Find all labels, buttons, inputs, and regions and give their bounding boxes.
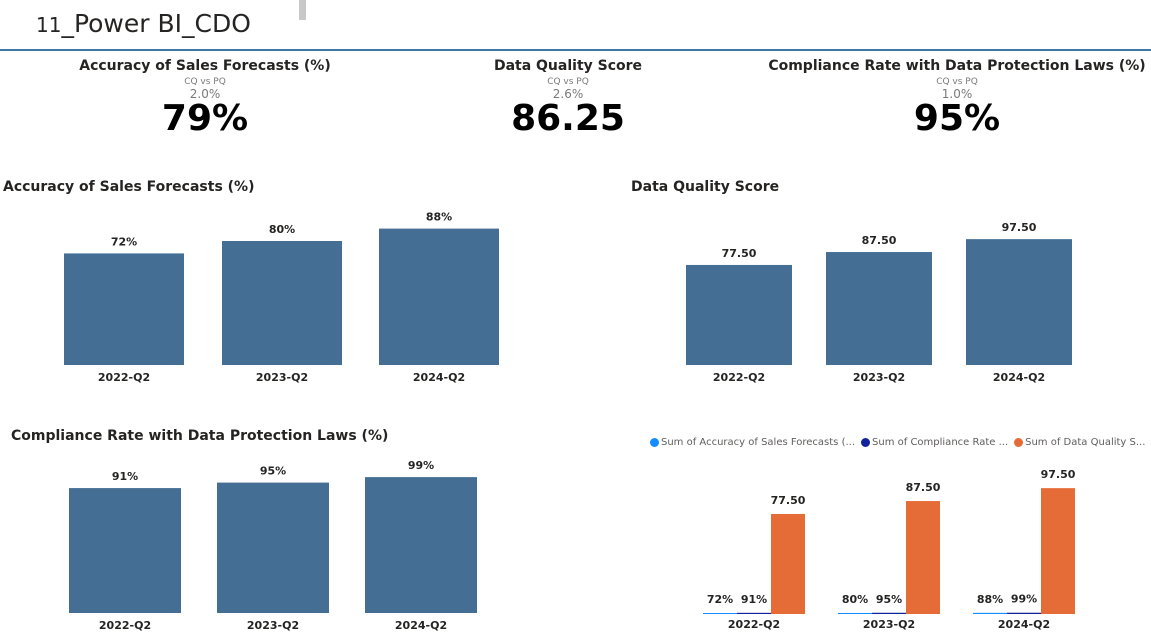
chart-title-compliance: Compliance Rate with Data Protection Law… <box>11 428 389 444</box>
data-label: 77.50 <box>722 247 757 260</box>
bar-2024-Q2-series-2[interactable] <box>1041 488 1075 614</box>
bar-2024-Q2-series-1[interactable] <box>1007 612 1041 614</box>
bar-2024-Q2[interactable] <box>365 477 477 613</box>
legend-label: Sum of Data Quality S... <box>1025 437 1146 448</box>
data-label: 95% <box>260 465 286 478</box>
data-label: 99% <box>1011 593 1037 606</box>
bar-2023-Q2-series-2[interactable] <box>906 501 940 614</box>
x-tick-label: 2023-Q2 <box>256 371 308 384</box>
x-tick-label: 2024-Q2 <box>413 371 465 384</box>
report-title: 11_Power BI_CDO <box>36 9 251 38</box>
bar-2022-Q2-series-2[interactable] <box>771 513 805 614</box>
data-label: 80% <box>842 593 868 606</box>
x-tick-label: 2023-Q2 <box>247 619 299 632</box>
data-label: 72% <box>111 235 137 248</box>
kpi-label: Accuracy of Sales Forecasts (%) <box>79 58 331 74</box>
scroll-thumb[interactable] <box>299 0 306 20</box>
data-label: 91% <box>741 593 767 606</box>
x-tick-label: 2023-Q2 <box>863 618 915 631</box>
data-label: 88% <box>426 211 452 224</box>
bar-2022-Q2[interactable] <box>69 488 181 613</box>
x-tick-label: 2024-Q2 <box>993 371 1045 384</box>
combined-chart-legend: Sum of Accuracy of Sales Forecasts (... … <box>650 437 1145 448</box>
kpi-comparison: CQ vs PQ <box>936 77 978 87</box>
x-tick-label: 2022-Q2 <box>713 371 765 384</box>
bar-2024-Q2[interactable] <box>379 228 499 365</box>
kpi-delta: 1.0% <box>941 87 973 101</box>
bar-2022-Q2[interactable] <box>686 264 792 365</box>
report-title-text: _Power BI_CDO <box>61 9 251 38</box>
kpi-delta: 2.0% <box>189 87 221 101</box>
compliance-bar-chart[interactable]: 91% 2022-Q2 95% 2023-Q2 99% 2024-Q2 <box>0 445 580 640</box>
data-label: 87.50 <box>906 481 941 494</box>
header-rule <box>0 49 1151 51</box>
bar-2023-Q2-series-0[interactable] <box>838 612 872 614</box>
x-tick-label: 2023-Q2 <box>853 371 905 384</box>
kpi-card-accuracy[interactable]: Accuracy of Sales Forecasts (%) CQ vs PQ… <box>15 58 395 137</box>
bar-2024-Q2[interactable] <box>966 239 1072 365</box>
data-label: 77.50 <box>771 494 806 507</box>
chart-title-data-quality: Data Quality Score <box>631 179 780 195</box>
accuracy-bar-chart[interactable]: 72% 2022-Q2 80% 2023-Q2 88% 2024-Q2 <box>0 195 580 395</box>
kpi-card-data-quality[interactable]: Data Quality Score CQ vs PQ 2.6% 86.25 <box>378 58 758 137</box>
kpi-card-compliance[interactable]: Compliance Rate with Data Protection Law… <box>767 58 1147 137</box>
legend-label: Sum of Accuracy of Sales Forecasts (... <box>661 437 856 448</box>
x-tick-label: 2024-Q2 <box>395 619 447 632</box>
data-label: 72% <box>707 593 733 606</box>
legend-label: Sum of Compliance Rate ... <box>872 437 1009 448</box>
legend-dot-icon <box>1014 438 1024 447</box>
data-label: 87.50 <box>862 234 897 247</box>
x-tick-label: 2022-Q2 <box>98 371 150 384</box>
data-label: 95% <box>876 593 902 606</box>
bar-2022-Q2[interactable] <box>64 253 184 365</box>
legend-item-data-quality[interactable]: Sum of Data Quality S... <box>1014 437 1145 448</box>
bar-2023-Q2[interactable] <box>222 241 342 365</box>
kpi-delta: 2.6% <box>552 87 584 101</box>
bar-2024-Q2-series-0[interactable] <box>973 612 1007 614</box>
data-label: 97.50 <box>1002 221 1037 234</box>
kpi-value: 86.25 <box>511 98 625 139</box>
bar-2023-Q2-series-1[interactable] <box>872 612 906 614</box>
data-label: 97.50 <box>1041 468 1076 481</box>
kpi-comparison: CQ vs PQ <box>184 77 226 87</box>
bar-2022-Q2-series-0[interactable] <box>703 613 737 614</box>
kpi-comparison: CQ vs PQ <box>547 77 589 87</box>
combined-clustered-bar-chart[interactable]: 72% 91% 77.50 2022-Q2 80% 95% 87.50 2023-Q2 88% 9… <box>620 450 1140 640</box>
data-label: 99% <box>408 459 434 472</box>
chart-title-accuracy: Accuracy of Sales Forecasts (%) <box>3 179 255 195</box>
kpi-label: Compliance Rate with Data Protection Law… <box>768 58 1146 74</box>
kpi-value: 95% <box>913 98 1001 139</box>
data-label: 91% <box>112 470 138 483</box>
legend-dot-icon <box>650 438 659 447</box>
legend-dot-icon <box>861 438 871 447</box>
bar-2022-Q2-series-1[interactable] <box>737 612 771 614</box>
kpi-value: 79% <box>161 98 249 139</box>
data-label: 88% <box>977 593 1003 606</box>
kpi-label: Data Quality Score <box>493 58 643 74</box>
x-tick-label: 2024-Q2 <box>998 618 1050 631</box>
data-quality-bar-chart[interactable]: 77.50 2022-Q2 87.50 2023-Q2 97.50 2024-Q2 <box>620 195 1140 395</box>
report-title-number: 11 <box>36 13 62 37</box>
data-label: 80% <box>269 223 295 236</box>
x-tick-label: 2022-Q2 <box>728 618 780 631</box>
bar-2023-Q2[interactable] <box>217 482 329 613</box>
legend-item-compliance[interactable]: Sum of Compliance Rate ... <box>861 437 1008 448</box>
legend-item-accuracy[interactable]: Sum of Accuracy of Sales Forecasts (... <box>650 437 855 448</box>
x-tick-label: 2022-Q2 <box>99 619 151 632</box>
bar-2023-Q2[interactable] <box>826 252 932 365</box>
